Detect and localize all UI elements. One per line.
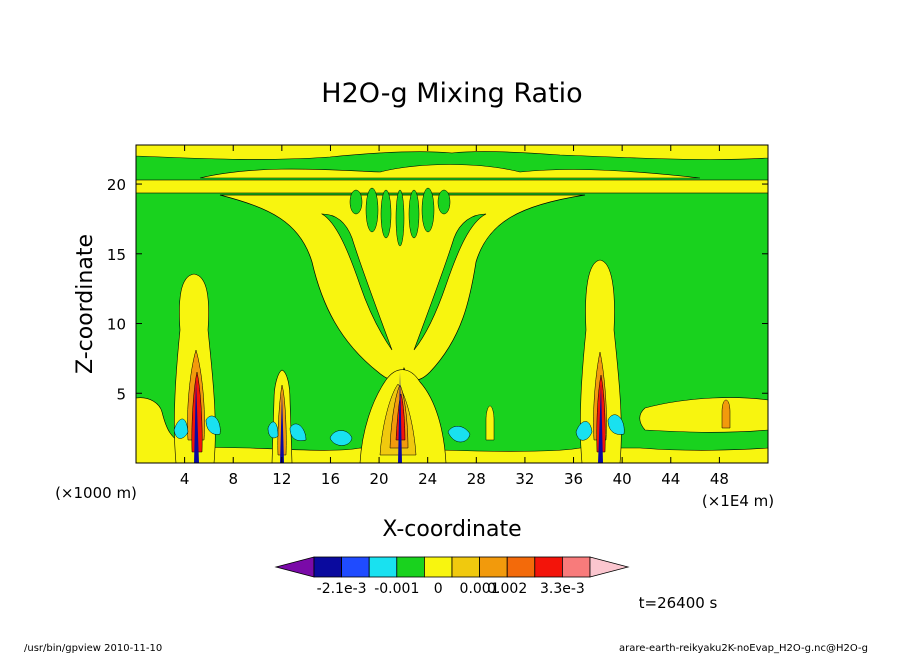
y-tick-label: 15 xyxy=(107,246,126,264)
tower-center xyxy=(329,369,471,463)
upper-wave-contour xyxy=(199,164,701,179)
footer-left: /usr/bin/gpview 2010-11-10 xyxy=(24,643,162,654)
colorbar-swatch xyxy=(534,556,563,578)
y-tick-label: 10 xyxy=(107,316,126,334)
right-low-contour xyxy=(639,397,768,433)
x-tick-label: 40 xyxy=(613,470,632,488)
x-tick-label: 32 xyxy=(515,470,534,488)
colorbar-min-arrow xyxy=(274,556,315,578)
colorbar-swatch xyxy=(341,556,370,578)
plot-frame xyxy=(135,144,769,464)
colorbar-label: 3.3e-3 xyxy=(540,581,585,597)
tower-46 xyxy=(721,399,731,429)
x-axis-label: X-coordinate xyxy=(382,517,521,542)
chart-title: H2O-g Mixing Ratio xyxy=(321,78,582,109)
x-tick-label: 28 xyxy=(467,470,486,488)
plot-area xyxy=(136,145,768,463)
colorbar-swatch xyxy=(479,556,508,578)
colorbar-swatch xyxy=(562,556,591,578)
x-tick-label: 24 xyxy=(418,470,437,488)
x-unit-left: (×1000 m) xyxy=(55,484,137,502)
x-tick-label: 4 xyxy=(180,470,190,488)
upper-band-contour xyxy=(136,145,768,160)
central-plume-contour xyxy=(219,194,586,381)
x-tick-label: 16 xyxy=(321,470,340,488)
colorbar-label: 0.002 xyxy=(487,581,527,597)
colorbar-swatch xyxy=(423,556,453,578)
time-label: t=26400 s xyxy=(639,594,718,612)
colorbar-label: 0.001 xyxy=(460,581,500,597)
y-tick-label: 20 xyxy=(107,176,126,194)
plume-lobe-right xyxy=(413,213,487,351)
colorbar-swatch xyxy=(451,556,481,578)
colorbar-swatch xyxy=(368,556,398,578)
x-tick-label: 20 xyxy=(370,470,389,488)
colorbar-label: -2.1e-3 xyxy=(317,581,367,597)
x-tick-label: 44 xyxy=(661,470,680,488)
x-tick-label: 36 xyxy=(564,470,583,488)
colorbar xyxy=(274,556,630,578)
x-tick-label: 12 xyxy=(272,470,291,488)
colorbar-label: -0.001 xyxy=(374,581,419,597)
y-axis: 5 10 15 20 xyxy=(107,176,768,403)
tower-left xyxy=(173,273,221,463)
colorbar-max-arrow xyxy=(589,556,630,578)
colorbar-swatch xyxy=(313,556,343,578)
wave-cells xyxy=(349,187,451,247)
tower-28 xyxy=(485,405,495,441)
x-axis: 4 8 12 16 20 24 28 32 36 40 44 48 xyxy=(180,145,729,488)
tower-right xyxy=(575,259,625,463)
tropopause-band-contour xyxy=(136,179,768,194)
x-tick-label: 8 xyxy=(228,470,238,488)
tower-12 xyxy=(267,369,307,463)
y-tick-label: 5 xyxy=(116,385,126,403)
x-tick-label: 48 xyxy=(710,470,729,488)
y-axis-label: Z-coordinate xyxy=(73,234,98,374)
colorbar-label: 0 xyxy=(434,581,443,597)
plume-lobe-left xyxy=(320,213,393,351)
footer-right: arare-earth-reikyaku2K-noEvap_H2O-g.nc@H… xyxy=(619,643,868,654)
colorbar-swatch xyxy=(396,556,425,578)
colorbar-swatch xyxy=(506,556,536,578)
x-unit-right: (×1E4 m) xyxy=(702,492,774,510)
